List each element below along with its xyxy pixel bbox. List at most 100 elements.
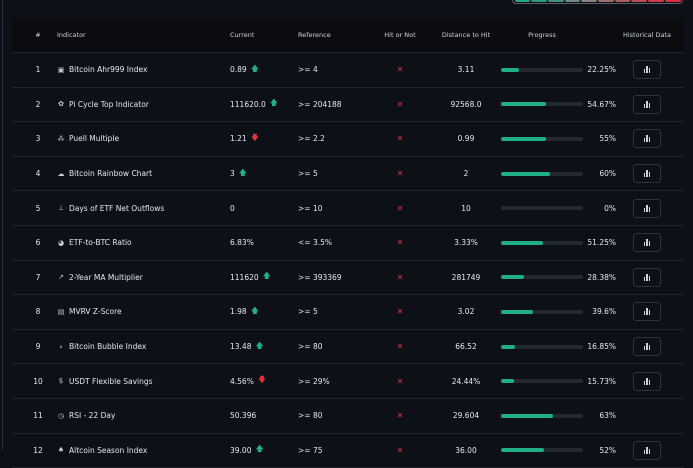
bar-chart-icon [643, 204, 651, 212]
progress-bar [501, 67, 583, 72]
row-number: 9 [35, 342, 41, 352]
progress-percent: 28.38% [587, 272, 616, 282]
progress-percent: 0% [604, 203, 616, 213]
table-row: 2 ✿ Pi Cycle Top Indicator 111620.0 🡅 >= 2… [12, 88, 684, 123]
not-hit-icon: ✕ [396, 238, 404, 248]
table-row: 9 ∘ Bitcoin Bubble Index 13.48 🡅 >= 80 ✕ 6… [12, 330, 684, 365]
distance-value: 3.02 [457, 307, 475, 317]
current-value-cell: 6.83% [230, 238, 254, 247]
historical-data-button[interactable] [633, 267, 661, 287]
header-indicator: Indicator [57, 31, 86, 39]
indicator-name-cell[interactable]: ✿ Pi Cycle Top Indicator [57, 100, 149, 109]
table-row: 4 ☁ Bitcoin Rainbow Chart 3 🡅 >= 5 ✕ 2 60% [12, 157, 684, 192]
table-row: 3 ⁂ Puell Multiple 1.21 🡇 >= 2.2 ✕ 0.99 55… [12, 122, 684, 157]
reference-value: >= 80 [298, 342, 323, 352]
distance-value: 10 [461, 203, 471, 213]
progress-bar [501, 413, 583, 418]
current-value-cell: 111620 🡅 [230, 270, 271, 284]
header-num: # [35, 31, 41, 39]
not-hit-icon: ✕ [396, 272, 404, 282]
current-value-cell: 1.21 🡇 [230, 132, 259, 146]
indicator-name-cell[interactable]: ∘ Bitcoin Bubble Index [57, 342, 146, 351]
progress-percent: 63% [599, 411, 616, 421]
legend-swatch [631, 0, 648, 2]
indicator-name-cell[interactable]: ↗ 2-Year MA Multiplier [57, 273, 143, 282]
indicator-name-cell[interactable]: ⁂ Puell Multiple [57, 134, 120, 143]
row-number: 7 [35, 272, 41, 282]
indicator-name-cell[interactable]: ◕ ETF-to-BTC Ratio [57, 238, 132, 247]
table-row: 6 ◕ ETF-to-BTC Ratio 6.83% <= 3.5% ✕ 3.33… [12, 226, 684, 261]
reference-value: >= 4 [298, 65, 318, 75]
not-hit-icon: ✕ [396, 65, 404, 75]
indicator-name-cell[interactable]: $ USDT Flexible Savings [57, 377, 153, 386]
legend-swatch [648, 0, 664, 2]
progress-percent: 54.67% [587, 99, 616, 109]
table-row: 11 ◷ RSI - 22 Day 50.396 >= 80 ✕ 29.604 6… [12, 399, 684, 434]
current-value: 111620.0 [230, 99, 266, 109]
progress-percent: 52% [599, 445, 616, 455]
dollar-icon: $ [58, 377, 64, 386]
historical-data-button[interactable] [633, 164, 661, 184]
distance-value: 66.52 [455, 342, 477, 352]
indicator-name: Pi Cycle Top Indicator [69, 99, 149, 109]
ahr999-icon: ▣ [57, 65, 65, 74]
progress-percent: 15.73% [587, 376, 616, 386]
row-number: 1 [35, 65, 41, 75]
current-value: 0 [230, 203, 235, 213]
distance-value: 36.00 [455, 445, 477, 455]
indicator-name-cell[interactable]: ⊥ Days of ETF Net Outflows [57, 204, 164, 213]
progress-fill [501, 67, 520, 72]
indicator-name-cell[interactable]: ◷ RSI - 22 Day [57, 411, 115, 420]
legend-swatch [614, 0, 631, 2]
not-hit-icon: ✕ [396, 342, 404, 352]
not-hit-icon: ✕ [396, 99, 404, 109]
historical-data-button[interactable] [633, 337, 661, 357]
distance-value: 281749 [451, 272, 481, 282]
indicator-name-cell[interactable]: ▤ MVRV Z-Score [57, 307, 122, 316]
altcoin-icon: ♠ [57, 446, 65, 455]
historical-data-button[interactable] [633, 129, 661, 149]
table-row: 10 $ USDT Flexible Savings 4.56% 🡇 >= 29% … [12, 364, 684, 399]
indicator-name: 2-Year MA Multiplier [69, 272, 143, 282]
current-value-cell: 0.89 🡅 [230, 63, 259, 77]
indicator-name: Bitcoin Rainbow Chart [69, 169, 153, 179]
bar-chart-icon [643, 100, 651, 108]
progress-bar [501, 171, 583, 176]
indicator-table: # Indicator Current Reference Hit or Not… [12, 18, 684, 468]
current-value-cell: 0 [230, 204, 235, 213]
progress-bar [501, 309, 583, 314]
historical-data-button[interactable] [633, 60, 661, 80]
row-number: 2 [35, 99, 41, 109]
historical-data-button[interactable] [633, 302, 661, 322]
legend-swatch [581, 0, 598, 2]
indicator-name-cell[interactable]: ▣ Bitcoin Ahr999 Index [57, 65, 148, 74]
arrow-up-icon: 🡅 [269, 98, 279, 108]
progress-fill [501, 136, 547, 141]
indicator-name: USDT Flexible Savings [69, 376, 153, 386]
arrow-up-icon: 🡅 [255, 444, 264, 454]
indicator-name: Altcoin Season Index [69, 445, 148, 455]
historical-data-button[interactable] [633, 94, 661, 114]
table-row: 12 ♠ Altcoin Season Index 39.00 🡅 >= 75 ✕ … [12, 434, 684, 468]
progress-fill [501, 171, 551, 176]
current-value: 39.00 [230, 445, 252, 455]
historical-data-button[interactable] [633, 198, 661, 218]
header-progress: Progress [528, 31, 556, 39]
arrow-up-icon: 🡅 [238, 167, 248, 177]
bar-chart-icon [643, 239, 651, 247]
distance-value: 3.33% [454, 238, 478, 248]
row-number: 3 [35, 134, 41, 144]
row-number: 11 [33, 411, 43, 421]
indicator-name-cell[interactable]: ☁ Bitcoin Rainbow Chart [57, 169, 153, 179]
header-historical: Historical Data [622, 31, 672, 39]
historical-data-button[interactable] [633, 371, 661, 391]
historical-data-button[interactable] [633, 440, 661, 460]
distance-value: 92568.0 [450, 99, 482, 109]
cycle-icon: ✿ [58, 100, 64, 109]
reference-value: >= 5 [298, 307, 318, 317]
indicator-name-cell[interactable]: ♠ Altcoin Season Index [57, 446, 147, 455]
progress-bar [501, 240, 583, 245]
historical-data-button[interactable] [633, 233, 661, 253]
bar-chart-icon [643, 66, 651, 74]
reference-value: >= 2.2 [298, 134, 325, 144]
